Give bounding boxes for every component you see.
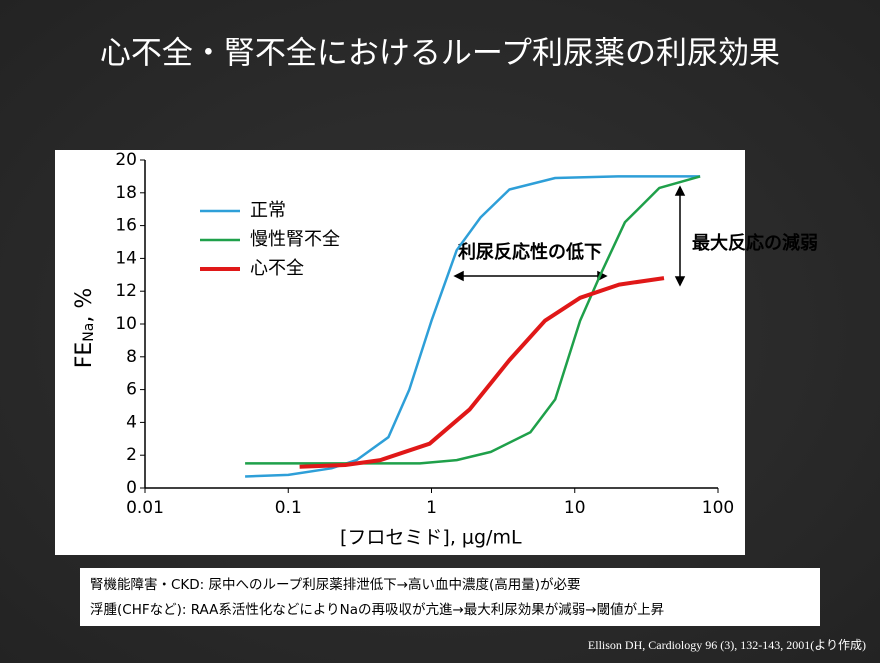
y-tick-label: 14 [115, 248, 137, 268]
y-tick-label: 8 [126, 347, 137, 367]
y-axis-label: FENa, % [72, 288, 97, 369]
annotation: 最大反応の減弱 [692, 232, 818, 254]
y-label-tail: , % [72, 288, 97, 323]
y-tick-label: 0 [126, 478, 137, 498]
y-tick-label: 2 [126, 445, 137, 465]
y-tick-label: 12 [115, 281, 137, 301]
y-label-main: FE [72, 342, 97, 369]
citation: Ellison DH, Cardiology 96 (3), 132-143, … [588, 638, 866, 652]
series-line [245, 175, 701, 465]
x-tick-label: 0.01 [126, 498, 164, 518]
x-tick-label: 0.1 [275, 498, 302, 518]
y-tick-label: 4 [126, 412, 137, 432]
series-line [299, 276, 665, 469]
y-tick-label: 20 [115, 150, 137, 170]
annotation: 利尿反応性の低下 [458, 241, 602, 263]
x-axis-label: [フロセミド], μg/mL [340, 527, 522, 549]
y-axis-label-text: FENa, % [72, 288, 97, 369]
y-tick-label: 10 [115, 314, 137, 334]
note: 浮腫(CHFなど): RAA系活性化などによりNaの再吸収が亢進→最大利尿効果が… [90, 601, 664, 618]
x-tick-label: 10 [564, 498, 586, 518]
legend-label: 心不全 [250, 258, 304, 279]
note: 腎機能障害・CKD: 尿中へのループ利尿薬排泄低下→高い血中濃度(高用量)が必要 [90, 576, 581, 593]
y-label-sub: Na [81, 323, 97, 342]
legend-label: 慢性腎不全 [250, 229, 340, 250]
x-tick-label: 1 [426, 498, 437, 518]
y-tick-label: 6 [126, 380, 137, 400]
y-tick-label: 16 [115, 216, 137, 236]
x-tick-label: 100 [702, 498, 734, 518]
chart-title: 心不全・腎不全におけるループ利尿薬の利尿効果 [100, 36, 780, 72]
legend-label: 正常 [250, 200, 286, 221]
arrow-head [674, 185, 686, 287]
y-tick-label: 18 [115, 183, 137, 203]
series-line [245, 175, 701, 478]
notes-panel [80, 568, 820, 626]
chart-panel [55, 150, 745, 555]
